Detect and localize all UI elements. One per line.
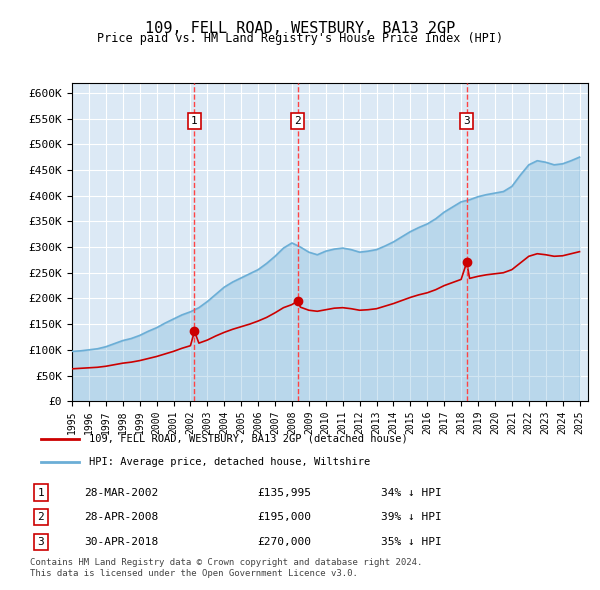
Text: £195,000: £195,000 <box>257 512 311 522</box>
Text: 3: 3 <box>463 116 470 126</box>
Text: 109, FELL ROAD, WESTBURY, BA13 2GP: 109, FELL ROAD, WESTBURY, BA13 2GP <box>145 21 455 35</box>
Text: 1: 1 <box>37 488 44 497</box>
Text: 34% ↓ HPI: 34% ↓ HPI <box>381 488 442 497</box>
Text: 28-APR-2008: 28-APR-2008 <box>84 512 158 522</box>
Text: 2: 2 <box>294 116 301 126</box>
Text: 2: 2 <box>37 512 44 522</box>
Text: 39% ↓ HPI: 39% ↓ HPI <box>381 512 442 522</box>
Text: 1: 1 <box>191 116 198 126</box>
Text: £135,995: £135,995 <box>257 488 311 497</box>
Text: 3: 3 <box>37 537 44 547</box>
Text: HPI: Average price, detached house, Wiltshire: HPI: Average price, detached house, Wilt… <box>89 457 371 467</box>
Text: 109, FELL ROAD, WESTBURY, BA13 2GP (detached house): 109, FELL ROAD, WESTBURY, BA13 2GP (deta… <box>89 434 408 444</box>
Text: Contains HM Land Registry data © Crown copyright and database right 2024.: Contains HM Land Registry data © Crown c… <box>30 558 422 566</box>
Text: This data is licensed under the Open Government Licence v3.0.: This data is licensed under the Open Gov… <box>30 569 358 578</box>
Text: £270,000: £270,000 <box>257 537 311 547</box>
Text: 28-MAR-2002: 28-MAR-2002 <box>84 488 158 497</box>
Text: Price paid vs. HM Land Registry's House Price Index (HPI): Price paid vs. HM Land Registry's House … <box>97 32 503 45</box>
Text: 30-APR-2018: 30-APR-2018 <box>84 537 158 547</box>
Text: 35% ↓ HPI: 35% ↓ HPI <box>381 537 442 547</box>
